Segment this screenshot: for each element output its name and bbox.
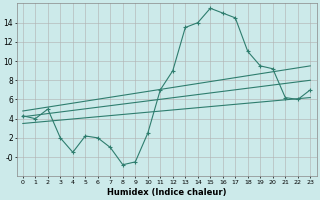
X-axis label: Humidex (Indice chaleur): Humidex (Indice chaleur)	[107, 188, 226, 197]
